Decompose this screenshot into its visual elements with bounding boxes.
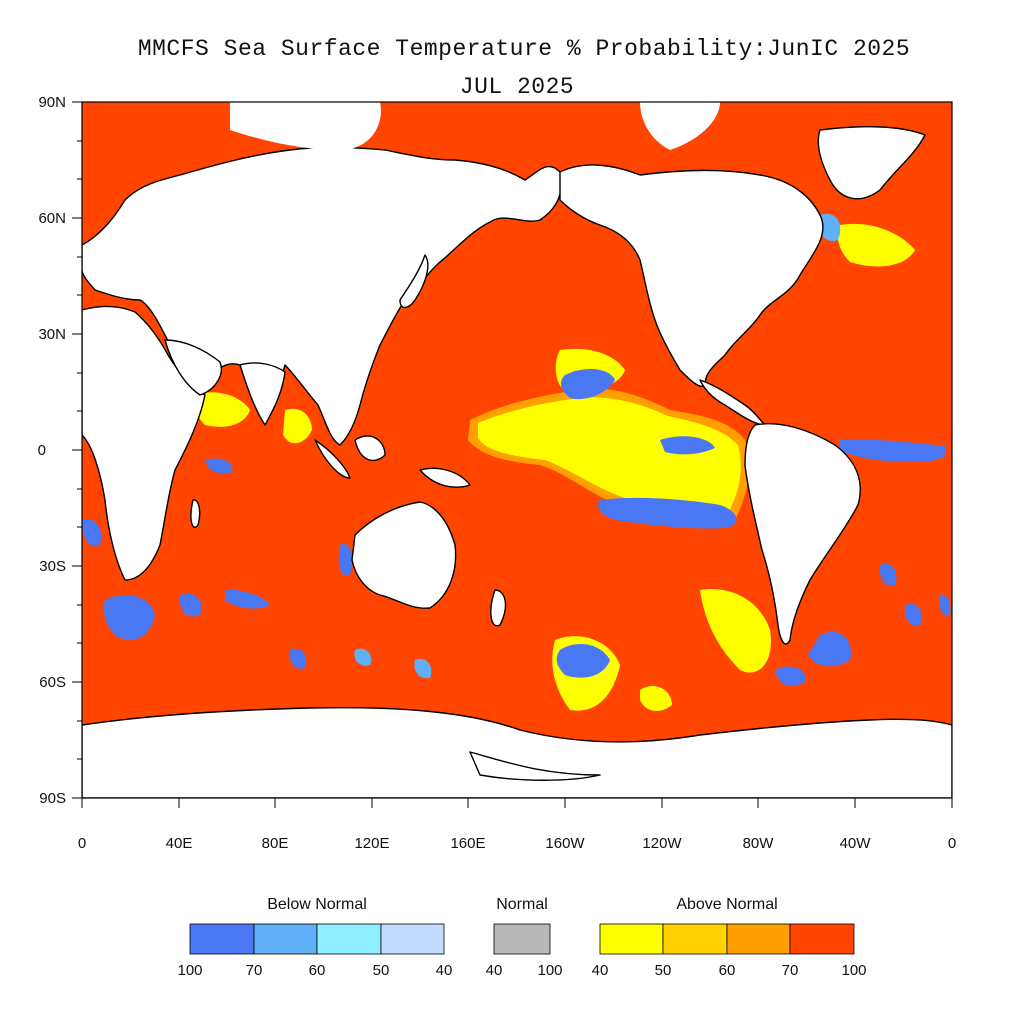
- legend-tick: 60: [309, 962, 326, 979]
- legend-tick: 40: [592, 962, 609, 979]
- x-tick-label: 40W: [840, 835, 872, 852]
- y-axis: [72, 101, 82, 799]
- y-tick-label: 60S: [39, 674, 66, 691]
- legend-above-title: Above Normal: [676, 896, 777, 913]
- x-tick-label: 160E: [450, 835, 485, 852]
- y-tick-label: 30S: [39, 558, 66, 575]
- legend-swatch-above-40-50: [599, 923, 664, 955]
- legend-tick: 70: [246, 962, 263, 979]
- legend-tick: 100: [537, 962, 562, 979]
- land-arctic-ice: [230, 102, 381, 150]
- land-greenland: [817, 126, 926, 200]
- land-north-america: [559, 164, 824, 387]
- x-tick-label: 40E: [166, 835, 193, 852]
- x-tick-label: 0: [78, 835, 86, 852]
- y-tick-label: 30N: [38, 326, 66, 343]
- legend: Below Normal 100 70 60 50 40 Normal 40 1…: [177, 896, 866, 979]
- below-normal-patches: [82, 213, 951, 686]
- legend-swatch-below-100-70: [189, 923, 255, 955]
- legend-tick: 100: [841, 962, 866, 979]
- map-field: [82, 102, 952, 798]
- legend-swatch-above-60-70: [726, 923, 791, 955]
- legend-tick: 60: [719, 962, 736, 979]
- land-borneo: [354, 435, 386, 462]
- legend-normal-title: Normal: [496, 896, 548, 913]
- legend-swatch-below-60-50: [316, 923, 382, 955]
- above-40-60-patches: [193, 223, 915, 712]
- legend-swatch-above-50-60: [662, 923, 728, 955]
- x-axis: [81, 798, 953, 808]
- x-tick-label: 120W: [642, 835, 682, 852]
- land-japan: [399, 254, 429, 309]
- land-india: [239, 362, 286, 426]
- land-ross-shelf: [469, 751, 601, 781]
- legend-tick: 70: [782, 962, 799, 979]
- land-arctic-ice-2: [640, 102, 720, 150]
- x-tick-label: 80E: [262, 835, 289, 852]
- legend-swatch-below-70-60: [253, 923, 318, 955]
- legend-tick: 40: [436, 962, 453, 979]
- legend-tick: 50: [373, 962, 390, 979]
- land-new-zealand: [490, 589, 507, 627]
- legend-below-title: Below Normal: [267, 896, 367, 913]
- legend-swatch-normal: [493, 923, 551, 955]
- x-tick-label: 0: [948, 835, 956, 852]
- legend-tick: 100: [177, 962, 202, 979]
- land-madagascar: [190, 499, 201, 528]
- y-tick-label: 0: [38, 442, 46, 459]
- land-masses: [82, 126, 952, 798]
- legend-tick: 40: [486, 962, 503, 979]
- map-title: MMCFS Sea Surface Temperature % Probabil…: [137, 36, 911, 62]
- y-tick-label: 90N: [38, 94, 66, 111]
- land-antarctica: [82, 706, 952, 798]
- land-south-america: [744, 423, 861, 645]
- map-subtitle: JUL 2025: [459, 74, 575, 100]
- legend-swatch-below-50-40: [380, 923, 445, 955]
- land-australia: [351, 501, 457, 609]
- x-tick-label: 160W: [545, 835, 585, 852]
- legend-tick: 50: [655, 962, 672, 979]
- land-sumatra: [314, 439, 351, 479]
- y-tick-label: 60N: [38, 210, 66, 227]
- y-tick-label: 90S: [39, 790, 66, 807]
- land-africa: [82, 305, 206, 581]
- land-arabia: [164, 339, 222, 396]
- legend-swatch-above-70-100: [789, 923, 855, 955]
- x-tick-label: 80W: [743, 835, 775, 852]
- land-new-guinea: [419, 467, 471, 488]
- x-tick-label: 120E: [354, 835, 389, 852]
